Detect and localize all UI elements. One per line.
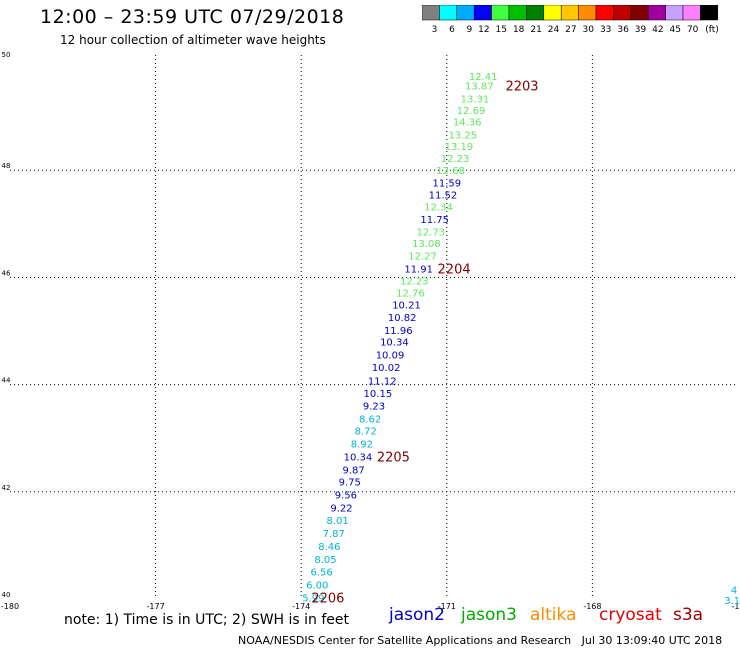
lon-tick-label: -16 [731,602,740,610]
lat-tick-label: 42 [2,484,11,492]
lat-tick-label: 44 [2,377,11,385]
wave-height-value: 13.19 [445,142,474,153]
lat-tick-label: 46 [2,269,11,277]
wave-height-value: 9.23 [363,402,385,413]
footer-agency: NOAA/NESDIS Center for Satellite Applica… [238,634,572,647]
pass-number-label: 2204 [438,262,471,277]
wave-height-value: 12.69 [457,106,486,117]
legend-altika: altika [530,605,577,625]
wave-height-value: 8.46 [318,542,340,553]
colorbar-label: 18 [513,25,525,35]
wave-height-value: 11.52 [429,190,458,201]
colorbar-swatch [700,5,719,21]
footer-timestamp: Jul 30 13:09:40 UTC 2018 [581,634,723,647]
wave-height-value: 12.34 [424,203,453,214]
wave-height-value: 10.21 [392,301,421,312]
wave-height-value: 9.56 [335,490,357,501]
wave-height-value: 12.27 [408,251,437,262]
wave-height-value: 12.68 [436,166,465,177]
wave-height-value: 12.23 [400,277,429,288]
colorbar-label: 6 [449,25,455,35]
wave-height-value: 11.96 [384,326,413,337]
lon-tick-label: -177 [147,602,165,610]
units-note: note: 1) Time is in UTC; 2) SWH is in fe… [64,612,350,628]
colorbar-label: 27 [565,25,576,35]
wave-height-value: 8.72 [355,427,377,438]
lat-tick-label: 50 [2,51,11,59]
wave-height-value: 10.09 [376,351,405,362]
wave-height-value: 12.23 [441,154,470,165]
colorbar-label: 36 [617,25,629,35]
lon-tick-label: -168 [583,602,601,610]
lon-tick-label: -174 [292,602,310,610]
wave-height-value: 9.22 [330,503,352,514]
wave-height-value: 7.87 [323,529,345,540]
colorbar-label: 42 [652,25,663,35]
map-subtitle: 12 hour collection of altimeter wave hei… [60,33,326,47]
wave-height-value: 10.02 [372,363,401,374]
wave-height-colorbar: 3 6 9 12 15 18 21 24 27 30 33 36 39 42 45 70 (ft) [422,5,719,35]
pass-number-label: 2205 [377,450,410,465]
wave-height-value: 6.00 [306,581,328,592]
wave-height-value: 10.34 [344,452,373,463]
colorbar-label: 30 [583,25,595,35]
wave-height-value: 9.87 [342,465,364,476]
lat-tick-label: 48 [2,162,11,170]
wave-height-value: 10.82 [388,313,417,324]
wave-height-value: 13.31 [461,94,490,105]
colorbar-label: 45 [670,25,681,35]
footer-credit: NOAA/NESDIS Center for Satellite Applica… [238,634,722,647]
legend-jason2: jason2 [389,605,445,625]
colorbar-label: 21 [530,25,541,35]
wave-height-map: -180 -177 -174 -171 -168 -16 40 42 44 46 48 50 12.41… [1,51,740,610]
wave-height-value: 11.91 [404,264,433,275]
wave-height-value: 13.87 [465,82,494,93]
colorbar-unit-label: (ft) [705,25,719,35]
colorbar-label: 33 [600,25,611,35]
map-title: 12:00 – 23:59 UTC 07/29/2018 [40,6,345,28]
wave-height-value: 12.73 [416,227,445,238]
wave-height-value: 11.12 [368,376,397,387]
legend-jason3: jason3 [461,605,517,625]
wave-height-value: 11.75 [420,215,449,226]
wave-height-value: 8.62 [359,414,381,425]
colorbar-label: 15 [496,25,507,35]
wave-height-value: 3.1 [724,596,740,607]
legend-s3a: s3a [673,605,704,625]
wave-height-value: 4 [731,585,737,596]
colorbar-label: 39 [635,25,647,35]
wave-height-value: 12.41 [469,72,498,83]
wave-height-value: 6.56 [310,568,332,579]
wave-height-value: 13.25 [448,130,477,141]
colorbar-label: 3 [432,25,438,35]
wave-height-value: 14.36 [453,117,482,128]
legend-cryosat: cryosat [599,605,662,625]
colorbar-label: 24 [548,25,560,35]
lon-tick-label: -171 [438,602,456,610]
lat-tick-label: 40 [2,591,11,599]
wave-height-value: 8.92 [351,440,373,451]
lon-tick-label: -180 [1,602,19,610]
colorbar-label: 9 [466,25,472,35]
wave-height-value: 8.01 [326,516,348,527]
wave-height-value: 9.75 [339,478,361,489]
pass-number-label: 2203 [505,80,538,95]
wave-height-value: 10.15 [364,389,393,400]
pass-number-label: 2206 [311,591,344,606]
colorbar-label: 12 [478,25,489,35]
wave-height-value: 5.99 [302,593,324,604]
wave-height-value: 8.05 [314,555,336,566]
wave-height-value: 13.08 [412,239,441,250]
wave-height-value: 12.76 [396,288,425,299]
wave-height-value: 10.34 [380,338,409,349]
colorbar-label: 70 [687,25,699,35]
wave-height-value: 11.59 [432,179,461,190]
